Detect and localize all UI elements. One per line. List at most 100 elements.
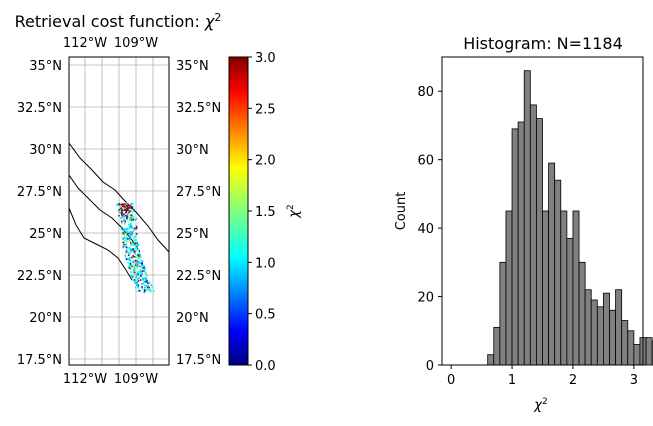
- retrieval-point: [138, 269, 141, 271]
- retrieval-point: [130, 264, 132, 267]
- colorbar-tick-label: 2.0: [255, 154, 276, 169]
- retrieval-point: [126, 217, 128, 219]
- lon-tick-bottom-2: 109°W: [114, 372, 158, 387]
- retrieval-point: [126, 213, 129, 215]
- retrieval-point: [147, 289, 149, 291]
- retrieval-point: [124, 219, 126, 221]
- retrieval-point: [125, 246, 128, 248]
- retrieval-point: [126, 215, 129, 218]
- retrieval-point: [130, 219, 133, 221]
- histogram-bar: [578, 261, 586, 366]
- retrieval-point: [125, 250, 128, 253]
- retrieval-point: [141, 277, 144, 279]
- retrieval-point: [132, 279, 134, 282]
- retrieval-point: [130, 273, 133, 276]
- retrieval-point: [134, 280, 137, 282]
- retrieval-point: [118, 214, 120, 217]
- lat-tick-left: 27.5°N: [17, 185, 62, 200]
- retrieval-point: [121, 211, 123, 213]
- retrieval-point: [130, 225, 133, 227]
- retrieval-point: [130, 222, 132, 225]
- retrieval-point: [137, 290, 139, 292]
- retrieval-point: [129, 224, 131, 226]
- retrieval-point: [133, 271, 136, 274]
- retrieval-point: [148, 286, 150, 289]
- retrieval-point: [143, 265, 146, 267]
- retrieval-point: [135, 234, 137, 237]
- retrieval-point: [147, 282, 149, 284]
- retrieval-point: [134, 269, 136, 272]
- retrieval-point: [120, 228, 123, 231]
- retrieval-point: [121, 209, 123, 211]
- retrieval-point: [143, 277, 146, 279]
- lat-tick-left: 30°N: [29, 143, 62, 158]
- coastline-baja-west: [69, 207, 133, 281]
- histogram-bar: [645, 337, 653, 366]
- retrieval-point: [137, 278, 139, 281]
- map-frame: [68, 56, 170, 366]
- retrieval-point: [138, 276, 141, 279]
- retrieval-point: [137, 271, 139, 273]
- histogram-title: Histogram: N=1184: [463, 34, 623, 53]
- retrieval-point: [125, 207, 128, 210]
- retrieval-point: [125, 229, 128, 231]
- y-tick-label: 40: [417, 222, 434, 237]
- retrieval-point: [125, 232, 128, 234]
- retrieval-point: [141, 272, 144, 274]
- retrieval-point: [123, 246, 125, 248]
- histogram-bar: [584, 289, 592, 366]
- retrieval-point: [141, 288, 144, 290]
- histogram-bar: [609, 309, 616, 366]
- retrieval-point: [125, 258, 128, 260]
- retrieval-point: [130, 231, 133, 233]
- histogram-bar: [529, 104, 537, 366]
- retrieval-point: [123, 229, 125, 232]
- retrieval-point: [142, 278, 144, 280]
- retrieval-point: [125, 204, 128, 207]
- retrieval-point: [130, 202, 133, 205]
- retrieval-point: [126, 228, 128, 230]
- retrieval-point: [135, 226, 138, 228]
- retrieval-point: [125, 202, 128, 205]
- histogram-bar: [536, 118, 543, 366]
- retrieval-point: [123, 205, 125, 208]
- retrieval-point: [141, 283, 143, 285]
- lon-tick-top-1: 112°W: [63, 36, 107, 51]
- colorbar-tick-label: 2.5: [255, 102, 276, 117]
- retrieval-point: [143, 290, 146, 293]
- retrieval-point: [135, 275, 138, 278]
- retrieval-point: [133, 243, 135, 246]
- histogram-bar: [560, 210, 568, 366]
- retrieval-point: [131, 256, 133, 259]
- retrieval-point: [141, 270, 144, 272]
- retrieval-point: [134, 235, 136, 238]
- lon-tick-bottom-1: 112°W: [63, 372, 107, 387]
- retrieval-point: [144, 290, 147, 292]
- retrieval-point: [132, 218, 134, 221]
- retrieval-point: [145, 279, 147, 282]
- retrieval-point: [135, 227, 138, 230]
- retrieval-point: [127, 204, 130, 206]
- retrieval-point: [121, 217, 123, 219]
- retrieval-point: [124, 234, 126, 236]
- retrieval-point: [121, 226, 123, 228]
- retrieval-point: [146, 286, 149, 288]
- retrieval-point: [127, 223, 130, 226]
- retrieval-point: [123, 243, 125, 246]
- lat-tick-left: 22.5°N: [17, 269, 62, 284]
- retrieval-point: [126, 208, 129, 210]
- lat-tick-right: 32.5°N: [176, 101, 221, 116]
- retrieval-point: [140, 270, 143, 272]
- coastline-mainland: [69, 142, 169, 253]
- retrieval-point: [138, 265, 141, 268]
- retrieval-point: [145, 274, 148, 277]
- retrieval-point: [139, 273, 142, 276]
- histogram-bar: [499, 261, 507, 366]
- retrieval-point: [129, 249, 132, 252]
- retrieval-point: [141, 273, 143, 275]
- retrieval-point: [132, 255, 134, 257]
- retrieval-point: [142, 281, 145, 284]
- y-tick-label: 80: [417, 85, 434, 100]
- retrieval-point: [144, 268, 146, 270]
- retrieval-point: [127, 257, 129, 260]
